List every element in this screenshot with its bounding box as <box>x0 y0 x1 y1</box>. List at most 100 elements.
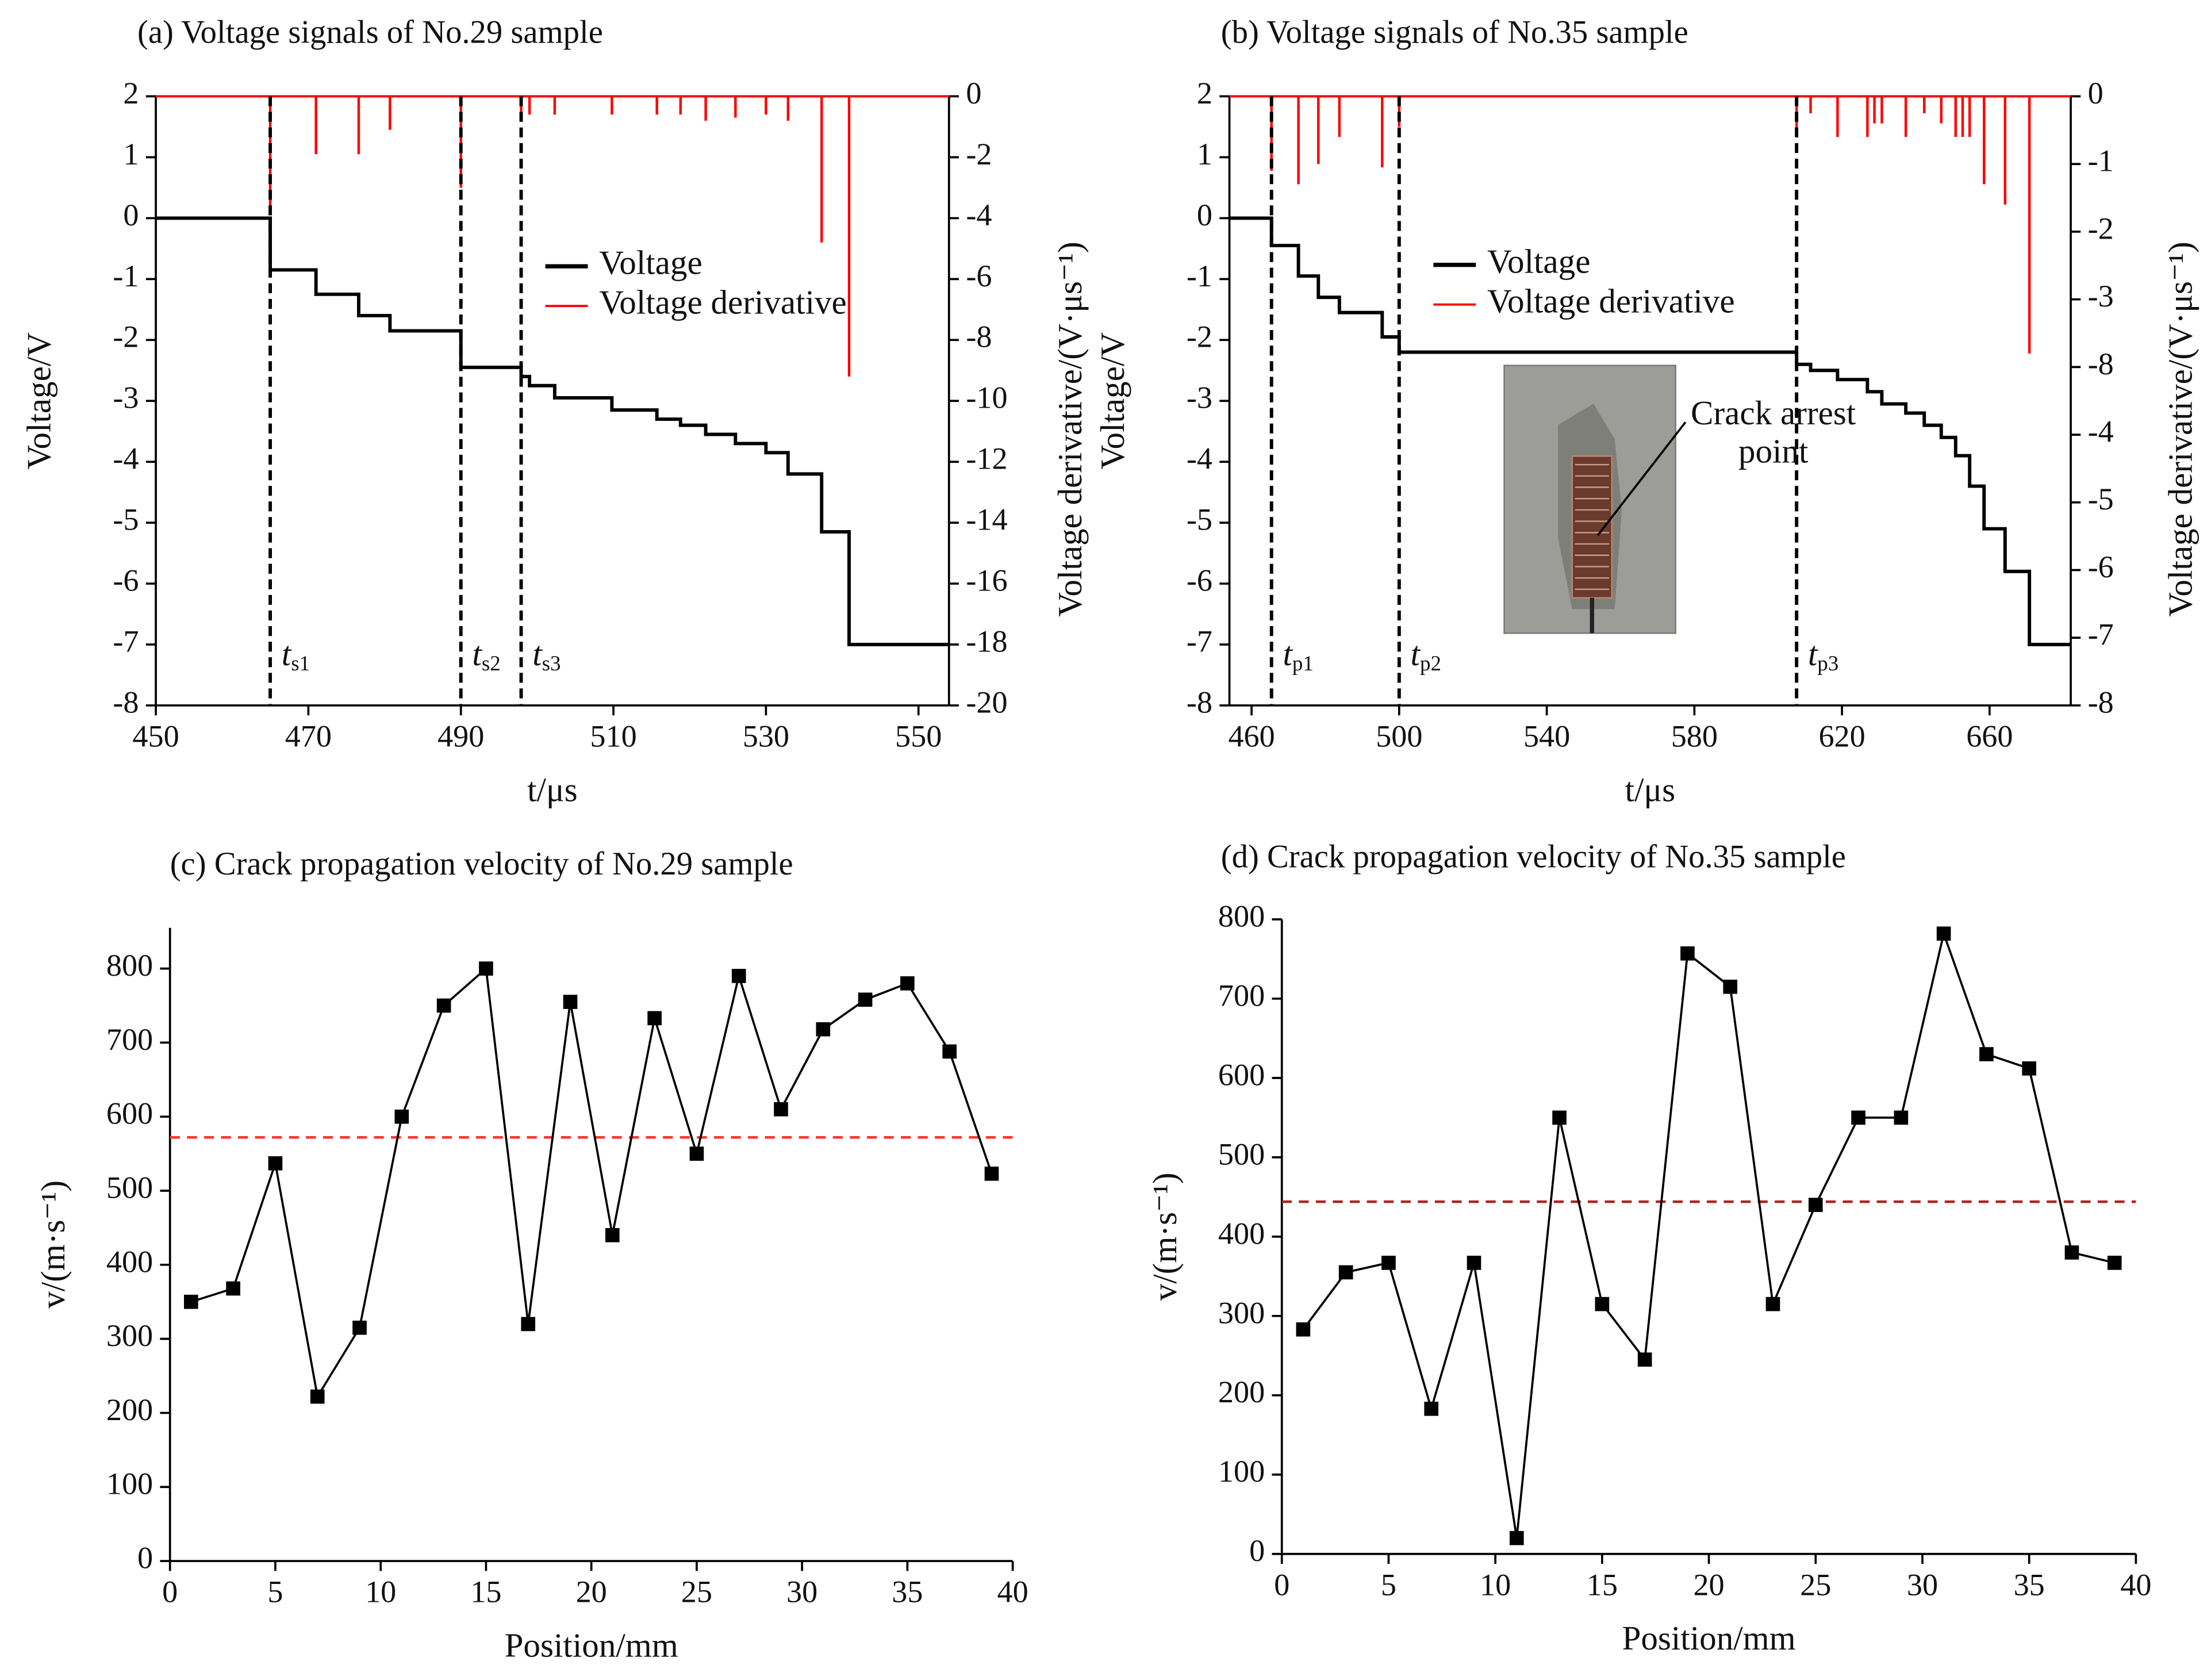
y-tick-label: -5 <box>1187 503 1212 537</box>
event-label: tp1 <box>1283 635 1313 676</box>
y-tick-label: -3 <box>1187 381 1212 415</box>
x-tick-label: 25 <box>681 1575 712 1609</box>
y-tick-label: 100 <box>106 1467 153 1501</box>
event-label: ts2 <box>472 635 500 676</box>
y-tick-label: 1 <box>1197 137 1212 171</box>
y2-tick-label: -6 <box>2088 550 2114 584</box>
y-tick-label: -2 <box>113 320 139 354</box>
data-point <box>731 969 746 983</box>
y2-tick-label: -8 <box>966 320 992 354</box>
y-tick-label: 500 <box>106 1170 153 1205</box>
data-point <box>226 1281 240 1296</box>
legend-label: Voltage derivative <box>599 283 847 321</box>
x-tick-label: 15 <box>1587 1567 1618 1602</box>
data-point <box>689 1146 704 1161</box>
x-tick-label: 40 <box>997 1575 1028 1609</box>
y-tick-label: -4 <box>113 442 139 476</box>
x-tick-label: 35 <box>2014 1567 2045 1602</box>
data-point <box>774 1102 788 1117</box>
y-tick-label: 700 <box>1218 978 1265 1012</box>
x-tick-label: 500 <box>1376 719 1422 754</box>
y-tick-label: 400 <box>106 1244 153 1279</box>
y2-axis-label: Voltage derivative/(V·μs⁻¹) <box>2162 241 2200 616</box>
x-tick-label: 35 <box>892 1575 923 1609</box>
data-point <box>2107 1256 2122 1270</box>
data-point <box>1979 1047 1994 1061</box>
inset-caption: Crack arrest <box>1691 394 1856 432</box>
x-tick-label: 20 <box>1693 1567 1724 1602</box>
y2-tick-label: -14 <box>966 503 1007 537</box>
data-point <box>1338 1265 1353 1280</box>
x-tick-label: 0 <box>1274 1567 1289 1602</box>
y2-tick-label: 0 <box>2088 76 2103 110</box>
y-tick-label: -4 <box>1187 442 1212 476</box>
series-line <box>156 216 949 646</box>
inset-gauge <box>1571 455 1613 599</box>
y2-tick-label: -10 <box>966 381 1007 415</box>
event-label-main: t <box>472 635 482 673</box>
data-point <box>1509 1531 1524 1545</box>
event-label-main: t <box>1808 635 1818 673</box>
data-point <box>900 976 915 991</box>
event-label: ts3 <box>532 635 561 676</box>
x-tick-label: 490 <box>437 719 484 754</box>
data-point <box>1552 1110 1567 1125</box>
y-tick-label: -3 <box>113 381 139 415</box>
data-point <box>1296 1322 1311 1337</box>
x-axis-label: Position/mm <box>1622 1619 1795 1657</box>
y-tick-label: 1 <box>123 137 139 171</box>
x-tick-label: 30 <box>1907 1567 1938 1602</box>
data-point <box>1424 1401 1439 1416</box>
y-axis-label: Voltage/V <box>1093 332 1131 470</box>
data-point <box>1936 926 1951 941</box>
x-tick-label: 40 <box>2120 1567 2151 1602</box>
y-tick-label: -7 <box>1187 624 1212 658</box>
x-tick-label: 10 <box>1480 1567 1511 1602</box>
data-point <box>1765 1297 1780 1311</box>
x-tick-label: 450 <box>132 719 179 754</box>
data-point <box>521 1317 536 1332</box>
chart-title: (a) Voltage signals of No.29 sample <box>137 15 603 51</box>
event-label: tp3 <box>1808 635 1838 676</box>
legend-label: Voltage derivative <box>1487 282 1735 320</box>
data-point <box>184 1294 198 1309</box>
y-tick-label: 0 <box>1197 198 1212 232</box>
y-tick-label: 300 <box>1218 1295 1265 1330</box>
data-point <box>1894 1110 1909 1125</box>
y-tick-label: 2 <box>123 76 139 110</box>
x-axis-label: t/μs <box>527 770 578 808</box>
event-label: tp2 <box>1411 635 1441 676</box>
data-point <box>436 998 451 1013</box>
y-tick-label: -1 <box>1187 259 1212 293</box>
legend-label: Voltage <box>599 244 703 282</box>
y2-tick-label: -4 <box>966 198 992 232</box>
data-point <box>1637 1352 1652 1367</box>
y-tick-label: 700 <box>106 1022 153 1057</box>
event-label-main: t <box>532 635 543 673</box>
y2-tick-label: -16 <box>966 563 1007 597</box>
y-tick-label: 800 <box>1218 899 1265 933</box>
y2-tick-label: -6 <box>966 259 992 293</box>
data-point <box>479 961 493 976</box>
data-point <box>394 1109 409 1124</box>
x-tick-label: 15 <box>470 1575 501 1609</box>
x-tick-label: 5 <box>267 1575 283 1609</box>
y-tick-label: -8 <box>113 685 139 719</box>
y-tick-label: 400 <box>1218 1216 1265 1251</box>
data-point <box>352 1320 367 1335</box>
x-tick-label: 20 <box>576 1575 607 1609</box>
y2-tick-label: -4 <box>2088 415 2114 449</box>
y-tick-label: 0 <box>137 1540 153 1575</box>
y2-tick-label: -2 <box>2088 211 2114 246</box>
y-tick-label: -8 <box>1187 685 1212 719</box>
data-point <box>2022 1061 2036 1076</box>
x-tick-label: 460 <box>1228 719 1275 754</box>
event-label-main: t <box>282 635 292 673</box>
y2-tick-label: -20 <box>966 685 1007 719</box>
event-label-sub: s2 <box>482 651 501 675</box>
x-tick-label: 510 <box>590 719 636 754</box>
data-point <box>1851 1110 1865 1125</box>
y-tick-label: -6 <box>113 563 139 597</box>
